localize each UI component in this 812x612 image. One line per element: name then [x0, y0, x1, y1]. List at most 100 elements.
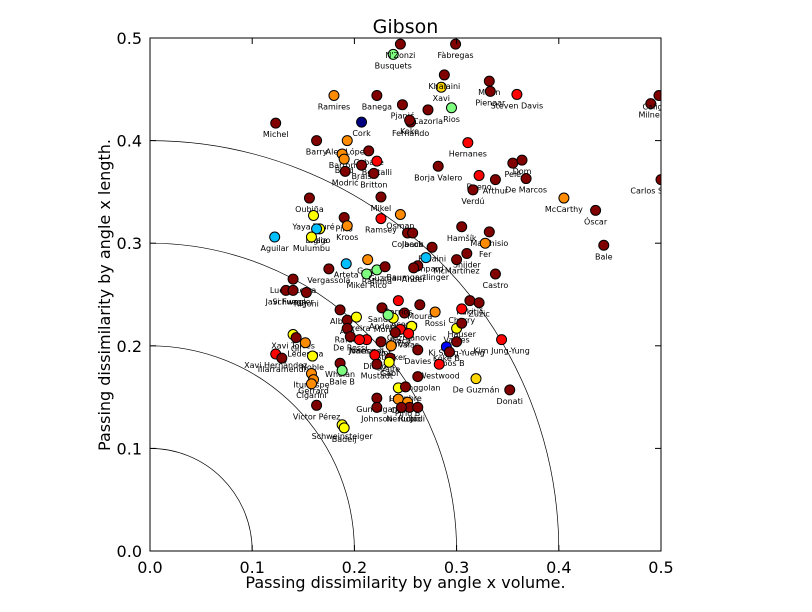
data-point	[400, 381, 411, 393]
data-point-label: Sandro	[368, 315, 396, 324]
data-point-label: Schweinsteiger	[312, 432, 374, 441]
data-point	[363, 145, 375, 157]
data-point-label: Nacional	[349, 347, 384, 356]
data-point	[306, 350, 318, 362]
data-point	[462, 137, 474, 149]
x-axis-label: Passing dissimilarity by angle x volume.	[245, 573, 565, 592]
data-point	[461, 247, 473, 259]
data-point-label: Schwegler	[272, 297, 314, 306]
data-point-label: Jones	[348, 347, 370, 356]
data-point	[473, 169, 485, 181]
data-point	[489, 268, 501, 280]
data-point-label: Brais	[352, 172, 372, 181]
data-point-label: Lampard	[408, 265, 443, 274]
data-point	[590, 204, 602, 216]
data-point-label: Fellaini	[418, 254, 446, 263]
data-point	[516, 154, 528, 166]
data-point	[375, 213, 387, 225]
data-point-label: Fer	[479, 250, 492, 259]
data-point-label: Mulumbu	[293, 244, 330, 253]
data-point	[464, 295, 476, 307]
data-point	[450, 38, 462, 50]
data-point	[467, 184, 479, 196]
data-point-label: Noble	[301, 363, 324, 372]
data-point	[412, 344, 424, 356]
data-point-label: Pjaca	[390, 336, 411, 345]
data-point	[375, 191, 387, 203]
data-point-label: Ki Sung-Yueng	[428, 349, 484, 358]
data-point-label: Mikel	[371, 204, 392, 213]
data-point	[354, 334, 366, 346]
data-point	[382, 309, 394, 321]
data-point-label: Snijder	[453, 260, 482, 269]
data-point	[456, 221, 468, 233]
data-point	[470, 373, 482, 385]
reference-arc-3	[150, 242, 457, 551]
data-point-label: N'Zonzi	[385, 51, 415, 60]
data-point-label: Busquets	[375, 61, 412, 70]
data-point-label: Dom	[513, 167, 532, 176]
data-point	[379, 261, 391, 273]
data-point-label: Ramires	[318, 102, 351, 111]
data-point-label: Xavi Hernández	[244, 361, 307, 370]
data-point-label: Ledesma	[287, 350, 323, 359]
data-point-label: Kim Jung-Yung	[473, 347, 530, 356]
data-point-label: Koke	[400, 127, 419, 136]
data-point	[484, 85, 496, 97]
data-point	[394, 38, 406, 50]
data-point-label: Gerrard	[298, 387, 329, 396]
data-point	[341, 135, 353, 147]
data-point-label: Westwood	[419, 371, 460, 380]
data-point	[311, 223, 323, 235]
data-point-label: Rakitić	[456, 307, 483, 317]
data-point	[412, 371, 424, 383]
data-point	[414, 299, 426, 311]
data-point-label: Rios	[443, 115, 460, 124]
data-point-label: Colback	[392, 240, 424, 249]
data-point	[287, 284, 299, 296]
reference-arc-1	[150, 448, 253, 551]
data-point	[407, 227, 419, 239]
data-point	[653, 89, 661, 101]
data-point	[287, 273, 299, 285]
data-point	[368, 167, 380, 179]
data-point-label: McCarthy	[545, 205, 583, 214]
data-point	[290, 332, 302, 344]
data-point	[270, 117, 282, 129]
data-point-label: Pelé	[505, 169, 522, 179]
data-point	[483, 226, 495, 238]
data-point-label: Barrios	[384, 308, 412, 317]
data-point-label: Banega	[362, 102, 392, 111]
data-point	[338, 153, 350, 165]
data-point	[334, 304, 346, 316]
data-point-label: Nerucci	[386, 414, 416, 423]
data-point	[396, 99, 408, 111]
data-point-label: Ander	[402, 275, 427, 284]
data-point	[426, 241, 438, 253]
data-point-label: Steven Davis	[491, 101, 544, 110]
data-point	[338, 422, 350, 434]
y-tick-label: 0.3	[117, 234, 142, 253]
data-point	[483, 75, 495, 87]
data-point	[394, 208, 406, 220]
data-point-label: Michel	[263, 130, 289, 139]
data-point	[376, 302, 388, 314]
data-point-label: Kroos	[336, 233, 358, 242]
data-point-label: Caligiuri	[643, 102, 676, 111]
data-point	[328, 89, 340, 101]
data-point	[389, 326, 401, 338]
data-point-label: Rigoni	[294, 299, 319, 308]
data-point-label: Victor Pérez	[293, 411, 340, 421]
data-point-label: Biglia	[306, 236, 328, 245]
data-point	[371, 401, 383, 413]
data-point-label: Alex López	[326, 147, 369, 157]
data-point	[456, 317, 468, 329]
data-point-label: Osman	[386, 221, 414, 230]
data-point-label: Verdú	[461, 197, 484, 206]
data-point-label: Oubiña	[295, 205, 324, 214]
y-tick-label: 0.2	[117, 337, 142, 356]
data-point-label: Albín	[330, 317, 350, 326]
x-tick-label: 0.4	[546, 558, 571, 577]
data-point-label: Vaite	[380, 365, 400, 374]
